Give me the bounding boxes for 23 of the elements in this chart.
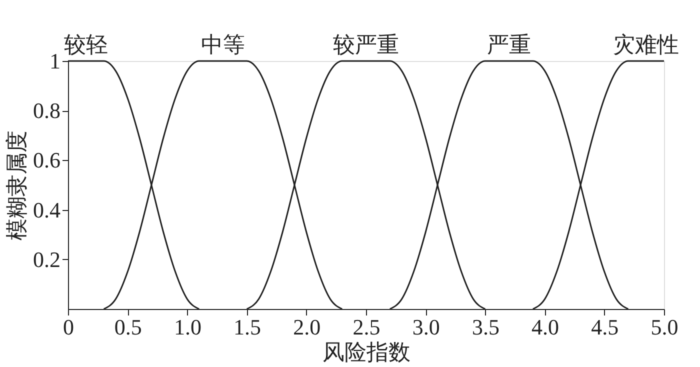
series-label: 严重 [487, 32, 532, 57]
x-tick-label: 4.0 [532, 314, 560, 340]
series-label: 中等 [200, 32, 245, 57]
x-tick-label: 2.0 [293, 314, 321, 340]
y-tick-label: 0.2 [33, 246, 60, 272]
series-label: 较轻 [64, 32, 108, 57]
y-tick-label: 0.6 [33, 148, 60, 173]
x-axis-title: 风险指数 [322, 340, 410, 364]
x-tick-label: 0 [63, 314, 74, 340]
series-label: 较严重 [333, 32, 399, 57]
x-tick-label: 1.5 [234, 314, 262, 340]
x-tick-label: 3.0 [412, 314, 440, 340]
y-tick-label: 1 [50, 48, 60, 74]
x-tick-label: 4.5 [591, 314, 619, 340]
y-axis-title: 模糊隶属度 [4, 130, 29, 240]
x-tick-label: 1.0 [174, 314, 202, 340]
x-tick-label: 5.0 [650, 314, 678, 340]
x-tick-label: 3.5 [472, 314, 500, 340]
y-tick-label: 0.8 [33, 98, 60, 124]
x-tick-label: 0.5 [114, 314, 142, 340]
x-tick-label: 2.5 [352, 314, 380, 340]
y-tick-label: 0.4 [33, 197, 60, 222]
series-label: 灾难性 [613, 32, 680, 57]
